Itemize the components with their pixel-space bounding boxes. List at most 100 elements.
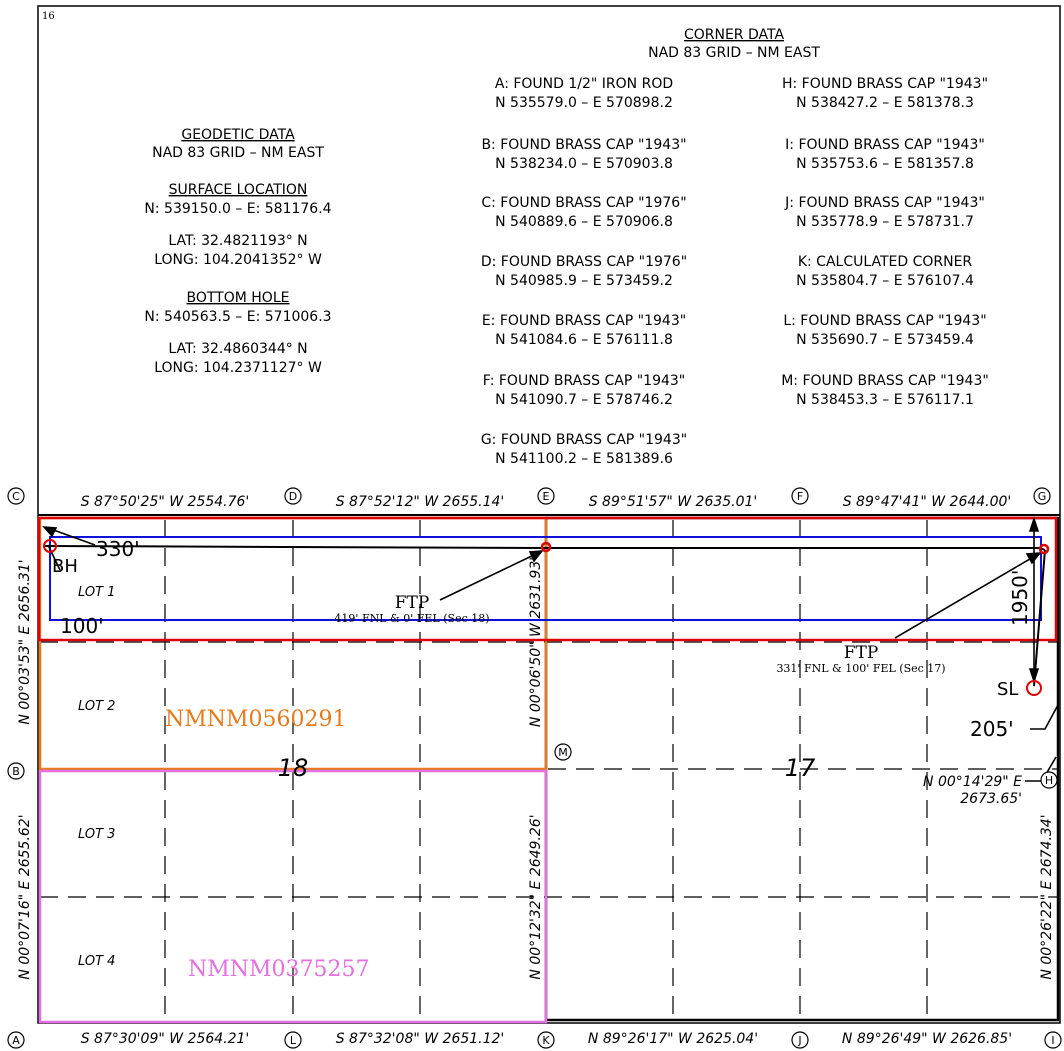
surface-location-marker [1026,680,1042,696]
corner-marker-h: H [1040,771,1058,789]
corner-d: D: FOUND BRASS CAP "1976" N 540985.9 – E… [481,254,687,289]
svg-text:D: FOUND BRASS CAP "1976": D: FOUND BRASS CAP "1976" [481,254,687,270]
corner-marker-m: M [554,743,572,761]
surface-location-coords: N: 539150.0 – E: 581176.4 [144,201,331,217]
bottom-hole-marker [43,539,57,553]
geodetic-data-block: GEODETIC DATA NAD 83 GRID – NM EAST SURF… [144,127,331,376]
section-18-label: 18 [278,754,309,782]
svg-text:L: FOUND BRASS CAP "1943": L: FOUND BRASS CAP "1943" [783,313,986,329]
page-number: 16 [42,11,55,22]
corner-marker-j: J [791,1031,809,1049]
svg-text:M: M [558,746,568,759]
svg-text:N 541084.6 – E 576111.8: N 541084.6 – E 576111.8 [495,332,673,348]
svg-text:F: F [797,490,803,503]
bottom-hole-title: BOTTOM HOLE [187,290,290,306]
svg-text:N 540889.6 – E 570906.8: N 540889.6 – E 570906.8 [495,214,673,230]
ftp-sec18-note: 419' FNL & 0' FEL (Sec 18) [334,612,489,625]
svg-text:H: H [1045,774,1053,787]
corner-marker-b: B [7,762,25,780]
corner-b: B: FOUND BRASS CAP "1943" N 538234.0 – E… [481,137,686,172]
lot-2-label: LOT 2 [78,699,115,714]
svg-text:N 538453.3 – E 576117.1: N 538453.3 – E 576117.1 [796,392,974,408]
geodetic-title: GEODETIC DATA [181,127,295,143]
bearing-left-bc: N 00°03'53" E 2656.31' [17,559,33,724]
dim-1950: 1950' [1008,570,1032,626]
sl-label: SL [997,679,1018,700]
corner-marker-i: I [1044,1031,1062,1049]
bearing-bottom-ji: N 89°26'49" W 2626.85' [842,1031,1012,1047]
corner-i: I: FOUND BRASS CAP "1943" N 535753.6 – E… [785,137,985,172]
svg-text:B: B [12,765,20,778]
dimension-arrows [42,516,1059,782]
surface-location-long: LONG: 104.2041352° W [154,252,322,268]
corner-data-title: CORNER DATA [684,27,785,43]
svg-text:L: L [290,1034,297,1047]
bearing-left-ab: N 00°07'16" E 2655.62' [17,814,33,979]
corner-marker-e: E [537,487,555,505]
svg-text:G: FOUND BRASS CAP "1943": G: FOUND BRASS CAP "1943" [481,432,687,448]
corner-j: J: FOUND BRASS CAP "1943" N 535778.9 – E… [784,195,985,230]
corner-g: G: FOUND BRASS CAP "1943" N 541100.2 – E… [481,432,687,467]
corner-marker-a: A [7,1031,25,1049]
svg-text:A: FOUND 1/2" IRON ROD: A: FOUND 1/2" IRON ROD [495,76,673,92]
svg-text:I: I [1051,1034,1054,1047]
bearing-top-de: S 87°52'12" W 2655.14' [336,494,505,510]
bearing-top-ef: S 89°51'57" W 2635.01' [589,494,758,510]
svg-text:G: G [1038,490,1047,503]
svg-text:K: K [542,1034,550,1047]
dashed-grid-lines [40,520,1058,1020]
ftp-sec18-marker [540,541,552,553]
svg-text:H: FOUND BRASS CAP "1943": H: FOUND BRASS CAP "1943" [782,76,988,92]
lease-nmnm0375257-boundary [38,769,548,1024]
svg-text:N 535804.7 – E 576107.4: N 535804.7 – E 576107.4 [796,273,974,289]
svg-text:K: CALCULATED CORNER: K: CALCULATED CORNER [798,254,973,270]
surface-location-lat: LAT: 32.4821193° N [168,233,307,249]
svg-text:I: FOUND BRASS CAP "1943": I: FOUND BRASS CAP "1943" [785,137,985,153]
dim-100: 100' [60,614,104,638]
svg-text:N 535579.0 – E 570898.2: N 535579.0 – E 570898.2 [495,95,673,111]
corner-m: M: FOUND BRASS CAP "1943" N 538453.3 – E… [781,373,989,408]
svg-text:J: J [797,1034,801,1047]
corner-marker-k: K [537,1031,555,1049]
dim-330: 330' [96,537,140,561]
svg-text:N 540985.9 – E 573459.2: N 540985.9 – E 573459.2 [495,273,673,289]
svg-text:B: FOUND BRASS CAP "1943": B: FOUND BRASS CAP "1943" [481,137,686,153]
corner-data-subtitle: NAD 83 GRID – NM EAST [648,45,820,61]
corner-data-block: CORNER DATA NAD 83 GRID – NM EAST A: FOU… [481,27,989,467]
bearing-mid-em: N 00°06'50" W 2631.93' [528,557,544,727]
corner-marker-g: G [1033,487,1051,505]
svg-text:N 535753.6 – E 581357.8: N 535753.6 – E 581357.8 [796,156,974,172]
corner-marker-f: F [791,487,809,505]
spacing-unit-boundary [37,516,1058,642]
lease-nmnm0560291-label: NMNM0560291 [165,707,347,732]
bearing-bottom-al: S 87°30'09" W 2564.21' [81,1031,250,1047]
corner-h: H: FOUND BRASS CAP "1943" N 538427.2 – E… [782,76,988,111]
ftp-sec18-title: FTP [395,593,430,613]
bearing-right-hg-2: 2673.65' [960,791,1022,807]
svg-text:E: E [543,490,550,503]
svg-text:M: FOUND BRASS CAP "1943": M: FOUND BRASS CAP "1943" [781,373,989,389]
ftp-sec17-note: 331' FNL & 100' FEL (Sec 17) [776,662,945,675]
svg-text:C: FOUND BRASS CAP "1976": C: FOUND BRASS CAP "1976" [481,195,686,211]
corner-a: A: FOUND 1/2" IRON ROD N 535579.0 – E 57… [495,76,673,111]
corner-k: K: CALCULATED CORNER N 535804.7 – E 5761… [796,254,974,289]
bearing-top-cd: S 87°50'25" W 2554.76' [81,494,250,510]
corner-marker-l: L [284,1031,302,1049]
bearing-bottom-lk: S 87°32'08" W 2651.12' [336,1031,505,1047]
lot-1-label: LOT 1 [78,585,115,600]
surface-location-title: SURFACE LOCATION [169,182,308,198]
bh-label: BH [52,556,78,577]
bearing-mid-mk: N 00°12'32" E 2649.26' [528,814,544,979]
dim-205: 205' [970,717,1014,741]
svg-text:N 541090.7 – E 578746.2: N 541090.7 – E 578746.2 [495,392,673,408]
svg-text:E: FOUND BRASS CAP "1943": E: FOUND BRASS CAP "1943" [482,313,686,329]
lease-nmnm0375257-label: NMNM0375257 [188,957,370,982]
bearing-bottom-kj: N 89°26'17" W 2625.04' [588,1031,758,1047]
section-17-label: 17 [785,754,816,782]
corner-l: L: FOUND BRASS CAP "1943" N 535690.7 – E… [783,313,986,348]
svg-text:J: FOUND BRASS CAP "1943": J: FOUND BRASS CAP "1943" [784,195,985,211]
svg-text:F: FOUND BRASS CAP "1943": F: FOUND BRASS CAP "1943" [483,373,685,389]
svg-text:A: A [12,1034,20,1047]
setback-boundary [49,536,1042,621]
